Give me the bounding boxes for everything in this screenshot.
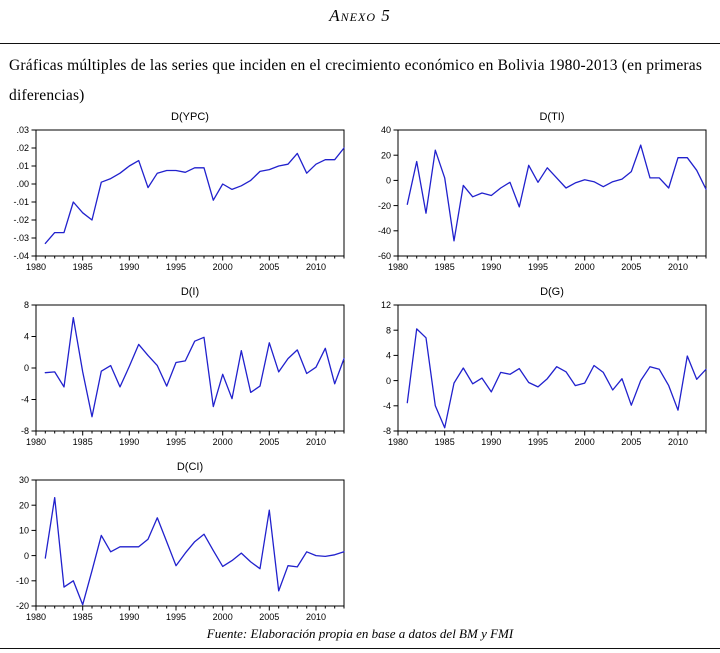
bottom-divider <box>0 648 720 649</box>
chart-d-ypc: D(YPC) .03 .02 .01 .00 -.01 -.02 -.03 -.04 1980 19… <box>4 104 356 274</box>
svg-text:-20: -20 <box>16 601 29 611</box>
svg-text:.02: .02 <box>16 143 29 153</box>
annex-title: Anexo 5 <box>329 6 391 25</box>
chart-d-ci: D(CI) 30 20 10 0 -10 -20 1980 1985 1990 1995 2000 20… <box>4 454 356 624</box>
svg-text:1985: 1985 <box>73 262 93 272</box>
svg-text:-.01: -.01 <box>13 197 29 207</box>
svg-text:D(I): D(I) <box>181 286 199 298</box>
top-divider <box>0 43 720 44</box>
svg-text:D(G): D(G) <box>540 286 564 298</box>
svg-text:-10: -10 <box>16 576 29 586</box>
svg-text:1990: 1990 <box>119 612 139 622</box>
svg-text:1980: 1980 <box>26 437 46 447</box>
svg-text:-4: -4 <box>383 401 391 411</box>
svg-text:1990: 1990 <box>119 262 139 272</box>
svg-text:2005: 2005 <box>259 437 279 447</box>
svg-text:-20: -20 <box>378 201 391 211</box>
svg-text:2010: 2010 <box>306 437 326 447</box>
svg-text:-40: -40 <box>378 226 391 236</box>
svg-text:1980: 1980 <box>388 262 408 272</box>
svg-text:0: 0 <box>386 176 391 186</box>
svg-text:.03: .03 <box>16 125 29 135</box>
svg-text:0: 0 <box>386 376 391 386</box>
svg-text:-.03: -.03 <box>13 233 29 243</box>
svg-text:-60: -60 <box>378 251 391 261</box>
svg-text:1980: 1980 <box>26 262 46 272</box>
svg-text:8: 8 <box>24 300 29 310</box>
svg-text:-8: -8 <box>383 426 391 436</box>
svg-text:4: 4 <box>386 351 391 361</box>
svg-text:1995: 1995 <box>166 262 186 272</box>
svg-text:-.04: -.04 <box>13 251 29 261</box>
svg-text:D(TI): D(TI) <box>539 111 564 123</box>
svg-text:1990: 1990 <box>481 262 501 272</box>
svg-text:2005: 2005 <box>621 262 641 272</box>
svg-text:40: 40 <box>381 125 391 135</box>
svg-text:2010: 2010 <box>306 612 326 622</box>
svg-text:-4: -4 <box>21 395 29 405</box>
svg-text:2010: 2010 <box>306 262 326 272</box>
chart-d-g: D(G) 12 8 4 0 -4 -8 1980 1985 1990 1995 2000 2005 201… <box>366 279 718 449</box>
svg-text:-.02: -.02 <box>13 215 29 225</box>
svg-text:2005: 2005 <box>259 262 279 272</box>
svg-text:-8: -8 <box>21 426 29 436</box>
svg-text:0: 0 <box>24 363 29 373</box>
svg-text:2000: 2000 <box>575 262 595 272</box>
svg-text:2005: 2005 <box>621 437 641 447</box>
svg-text:.01: .01 <box>16 161 29 171</box>
svg-text:1995: 1995 <box>166 612 186 622</box>
svg-text:D(YPC): D(YPC) <box>171 111 209 123</box>
svg-text:1995: 1995 <box>528 437 548 447</box>
svg-text:D(CI): D(CI) <box>177 461 203 473</box>
svg-text:1980: 1980 <box>388 437 408 447</box>
svg-text:1985: 1985 <box>435 437 455 447</box>
svg-text:1985: 1985 <box>73 437 93 447</box>
svg-text:2000: 2000 <box>213 262 233 272</box>
svg-text:1985: 1985 <box>73 612 93 622</box>
svg-text:2010: 2010 <box>668 262 688 272</box>
svg-text:30: 30 <box>19 475 29 485</box>
chart-d-i: D(I) 8 4 0 -4 -8 1980 1985 1990 1995 2000 2005 2010 <box>4 279 356 449</box>
svg-text:8: 8 <box>386 325 391 335</box>
svg-text:2000: 2000 <box>213 437 233 447</box>
figure-caption: Gráficas múltiples de las series que inc… <box>9 57 703 104</box>
svg-text:1995: 1995 <box>528 262 548 272</box>
svg-text:4: 4 <box>24 332 29 342</box>
svg-text:2000: 2000 <box>213 612 233 622</box>
source-note: Fuente: Elaboración propia en base a dat… <box>206 626 514 641</box>
svg-text:1980: 1980 <box>26 612 46 622</box>
svg-text:.00: .00 <box>16 179 29 189</box>
svg-text:2005: 2005 <box>259 612 279 622</box>
svg-text:10: 10 <box>19 526 29 536</box>
chart-d-ti: D(TI) 40 20 0 -20 -40 -60 1980 1985 1990 1995 2000 2… <box>366 104 718 274</box>
svg-text:0: 0 <box>24 551 29 561</box>
svg-text:2000: 2000 <box>575 437 595 447</box>
svg-text:1990: 1990 <box>481 437 501 447</box>
svg-text:20: 20 <box>381 150 391 160</box>
svg-text:1990: 1990 <box>119 437 139 447</box>
svg-text:1985: 1985 <box>435 262 455 272</box>
svg-text:2010: 2010 <box>668 437 688 447</box>
svg-text:1995: 1995 <box>166 437 186 447</box>
svg-text:12: 12 <box>381 300 391 310</box>
svg-text:20: 20 <box>19 500 29 510</box>
